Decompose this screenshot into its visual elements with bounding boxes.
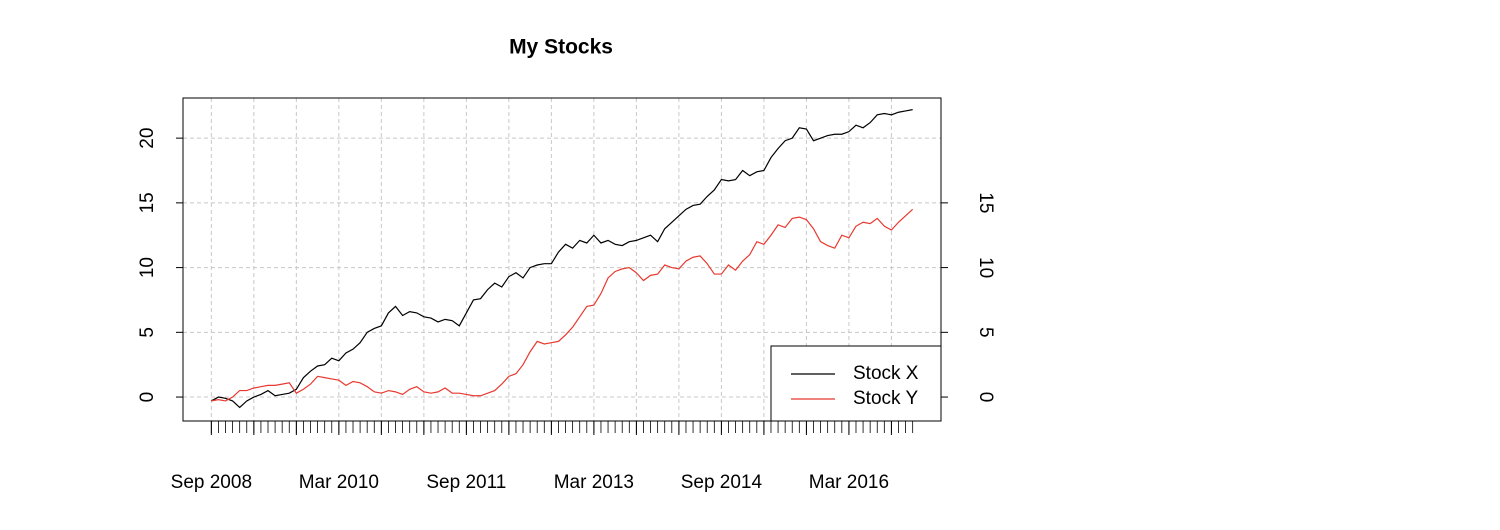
legend-box: [770, 345, 942, 422]
y2-tick-label: 5: [975, 327, 996, 338]
x-tick-label: Mar 2010: [299, 472, 379, 493]
x-tick-label: Sep 2014: [681, 472, 763, 493]
y-tick-label: 10: [137, 257, 158, 278]
y-tick-label: 15: [137, 192, 158, 213]
legend: Stock X Stock Y: [770, 345, 942, 422]
x-tick-label: Mar 2013: [554, 472, 634, 493]
legend-label: Stock Y: [853, 388, 918, 409]
plot-frame: [182, 97, 942, 422]
y2-tick-label: 15: [975, 192, 996, 213]
x-tick-label: Sep 2008: [171, 472, 252, 493]
y2-tick-label: 10: [975, 257, 996, 278]
series-line: [211, 109, 913, 409]
y-tick-label: 20: [137, 128, 158, 149]
series-line: [211, 208, 914, 402]
chart-title: My Stocks: [509, 36, 613, 59]
legend-label: Stock X: [853, 363, 919, 384]
x-tick-label: Mar 2016: [809, 472, 889, 493]
y2-tick-label: 0: [975, 392, 996, 403]
y-tick-label: 5: [137, 327, 158, 338]
y-tick-label: 0: [137, 392, 158, 403]
x-tick-label: Sep 2011: [426, 472, 506, 493]
